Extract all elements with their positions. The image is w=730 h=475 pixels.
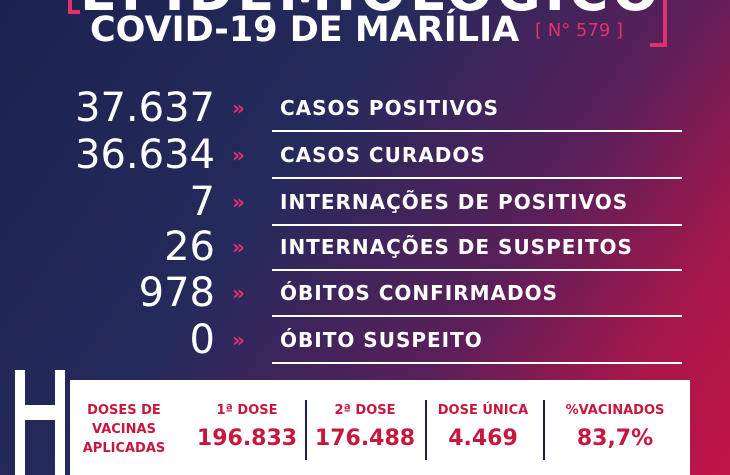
arrow: » — [232, 190, 245, 214]
arrow: » — [232, 281, 245, 305]
arrow: » — [232, 143, 245, 167]
underline — [272, 315, 682, 317]
stat-label: INTERNAÇÕES DE SUSPEITOS — [280, 235, 633, 259]
underline — [272, 130, 682, 132]
separator — [543, 400, 545, 460]
stat-number: 7 — [189, 179, 215, 225]
edition: [ N° 579 ] — [535, 20, 624, 41]
title: COVID-19 DE MARÍLIA — [90, 10, 520, 50]
stat-label: CASOS CURADOS — [280, 143, 486, 167]
vaccine-title-line: APLICADAS — [82, 441, 166, 456]
stat-label: CASOS POSITIVOS — [280, 96, 500, 120]
vaccine-panel — [70, 380, 690, 475]
stat-label: ÓBITOS CONFIRMADOS — [280, 281, 559, 305]
column-header: 2ª DOSE — [334, 403, 396, 418]
arrow: » — [232, 96, 245, 120]
column-value: 83,7% — [576, 426, 654, 451]
underline — [272, 177, 682, 179]
underline — [272, 362, 682, 364]
column-header: 1ª DOSE — [216, 403, 278, 418]
arrow: » — [232, 235, 245, 259]
stat-number: 0 — [189, 317, 215, 363]
stat-label: ÓBITO SUSPEITO — [280, 328, 483, 352]
stat-number: 37.637 — [75, 85, 215, 131]
stat-number: 26 — [164, 224, 215, 270]
vaccine-title-line: VACINAS — [92, 422, 156, 437]
underline — [272, 224, 682, 226]
separator — [425, 400, 427, 460]
underline — [272, 269, 682, 271]
bracket-right — [650, 0, 667, 47]
header-word: EPIDEMIOLÓGICO — [80, 0, 662, 23]
arrow: » — [232, 328, 245, 352]
column-header: DOSE ÚNICA — [437, 403, 529, 418]
vaccine-title-line: DOSES DE — [87, 403, 161, 418]
separator — [305, 400, 307, 460]
stat-number: 36.634 — [75, 132, 215, 178]
stat-label: INTERNAÇÕES DE POSITIVOS — [280, 190, 629, 214]
column-value: 4.469 — [448, 426, 518, 451]
syringe-icon — [15, 370, 65, 475]
column-value: 176.488 — [314, 426, 416, 451]
column-header: %VACINADOS — [565, 403, 665, 418]
stat-number: 978 — [138, 270, 215, 316]
bracket-left — [68, 0, 80, 14]
column-value: 196.833 — [196, 426, 298, 451]
